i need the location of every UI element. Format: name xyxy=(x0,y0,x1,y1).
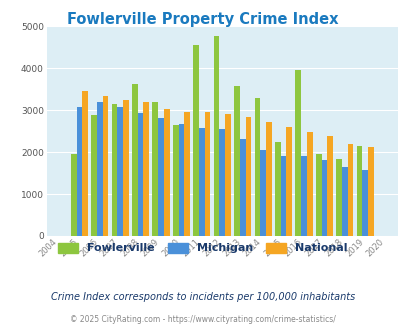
Bar xyxy=(245,117,251,236)
Bar xyxy=(260,149,265,236)
Legend: Fowlerville, Michigan, National: Fowlerville, Michigan, National xyxy=(58,243,347,253)
Bar xyxy=(347,144,352,236)
Bar xyxy=(295,70,301,236)
Bar xyxy=(164,109,169,236)
Bar xyxy=(184,112,190,236)
Text: © 2025 CityRating.com - https://www.cityrating.com/crime-statistics/: © 2025 CityRating.com - https://www.city… xyxy=(70,315,335,324)
Bar xyxy=(213,36,219,236)
Bar xyxy=(143,102,149,236)
Bar xyxy=(254,98,260,236)
Bar xyxy=(152,102,158,236)
Bar xyxy=(280,156,286,236)
Bar xyxy=(198,128,204,236)
Bar xyxy=(361,170,367,236)
Bar xyxy=(301,156,306,236)
Bar xyxy=(82,91,88,236)
Bar xyxy=(91,115,97,236)
Bar xyxy=(367,147,373,236)
Bar xyxy=(225,115,230,236)
Bar xyxy=(286,127,291,236)
Bar xyxy=(321,160,326,236)
Bar xyxy=(111,104,117,236)
Bar xyxy=(117,107,123,236)
Bar xyxy=(239,139,245,236)
Bar xyxy=(173,125,178,236)
Bar xyxy=(306,132,312,236)
Bar xyxy=(70,154,76,236)
Bar xyxy=(315,154,321,236)
Bar xyxy=(341,167,347,236)
Bar xyxy=(102,96,108,236)
Bar xyxy=(265,122,271,236)
Bar xyxy=(178,124,184,236)
Bar xyxy=(76,107,82,236)
Bar xyxy=(356,146,361,236)
Bar xyxy=(137,113,143,236)
Bar xyxy=(193,45,198,236)
Bar xyxy=(234,86,239,236)
Bar xyxy=(219,129,225,236)
Text: Fowlerville Property Crime Index: Fowlerville Property Crime Index xyxy=(67,12,338,26)
Bar xyxy=(335,159,341,236)
Bar xyxy=(204,112,210,236)
Bar xyxy=(274,142,280,236)
Bar xyxy=(158,118,164,236)
Text: Crime Index corresponds to incidents per 100,000 inhabitants: Crime Index corresponds to incidents per… xyxy=(51,292,354,302)
Bar xyxy=(97,102,102,236)
Bar xyxy=(326,136,332,236)
Bar xyxy=(123,100,128,236)
Bar xyxy=(132,84,137,236)
